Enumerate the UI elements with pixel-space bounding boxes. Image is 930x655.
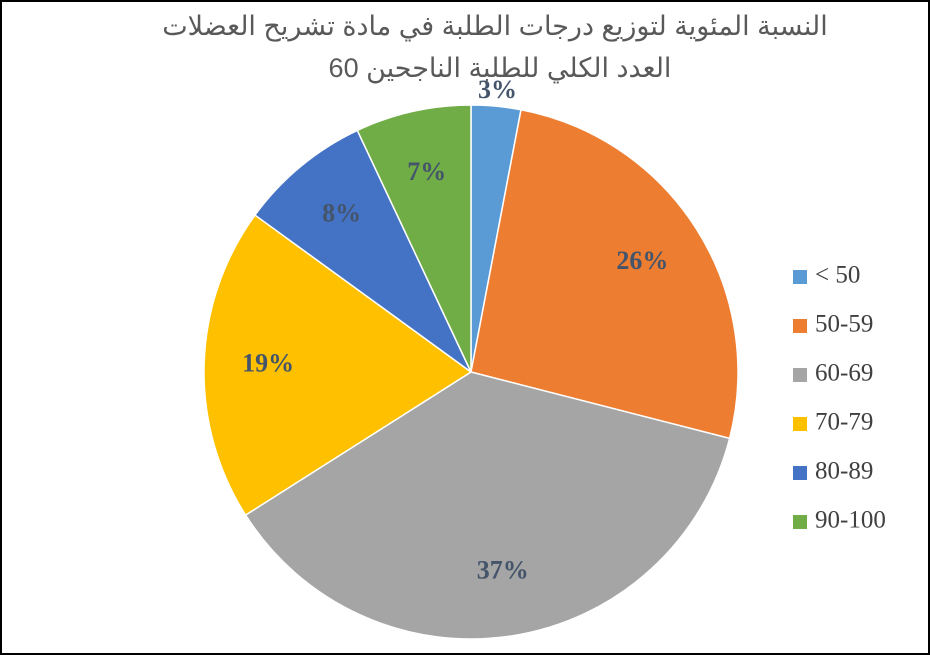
legend-label: 90-100	[815, 507, 886, 534]
data-label: 37%	[477, 555, 529, 584]
data-label: 3%	[478, 75, 517, 104]
legend-swatch	[793, 466, 807, 480]
pie-slice	[253, 129, 472, 373]
legend-swatch	[793, 319, 807, 333]
pie-slice	[203, 214, 473, 517]
data-label: 26%	[616, 246, 668, 275]
legend-swatch	[793, 368, 807, 382]
legend-swatch	[793, 417, 807, 431]
legend-label: < 50	[815, 262, 860, 289]
legend-label: 70-79	[815, 409, 873, 436]
pie-slice	[356, 104, 472, 373]
legend-swatch	[793, 515, 807, 529]
data-label: 19%	[242, 349, 294, 378]
legend-label: 80-89	[815, 458, 873, 485]
chart-title: النسبة المئوية لتوزيع درجات الطلبة في ما…	[162, 11, 828, 42]
data-label: 7%	[407, 157, 446, 186]
legend-label: 60-69	[815, 360, 873, 387]
chart-subtitle: العدد الكلي للطلبة الناجحين 60	[329, 53, 672, 84]
legend-label: 50-59	[815, 311, 873, 338]
legend-swatch	[793, 270, 807, 284]
data-label: 8%	[322, 199, 361, 228]
pie-slice	[470, 108, 739, 440]
